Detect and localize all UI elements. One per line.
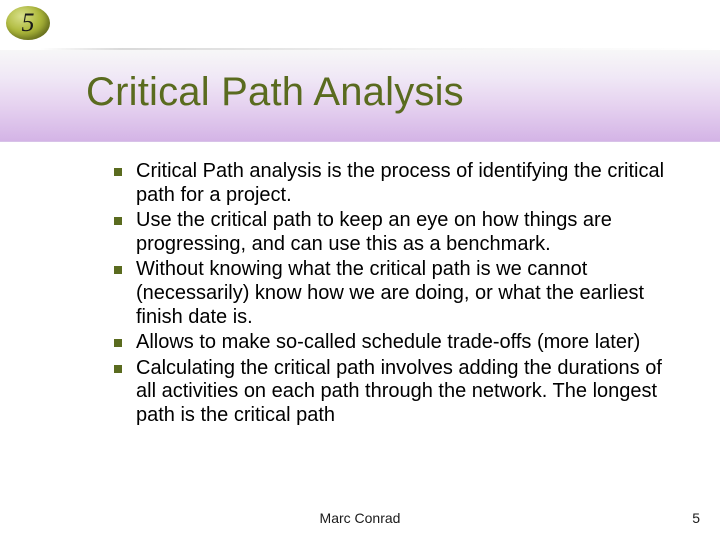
slide-number: 5: [22, 8, 35, 38]
bullet-text: Critical Path analysis is the process of…: [136, 160, 664, 206]
bullet-text: Allows to make so-called schedule trade-…: [136, 331, 640, 353]
list-item: Calculating the critical path involves a…: [110, 357, 684, 428]
footer-page-number: 5: [692, 510, 700, 526]
slide: 5 Critical Path Analysis Critical Path a…: [0, 0, 720, 540]
list-item: Use the critical path to keep an eye on …: [110, 209, 684, 256]
list-item: Allows to make so-called schedule trade-…: [110, 331, 684, 355]
list-item: Without knowing what the critical path i…: [110, 258, 684, 329]
bullet-text: Use the critical path to keep an eye on …: [136, 209, 612, 255]
bullet-text: Calculating the critical path involves a…: [136, 357, 662, 426]
slide-number-badge: 5: [6, 6, 50, 40]
bullet-list: Critical Path analysis is the process of…: [110, 160, 684, 428]
slide-title: Critical Path Analysis: [86, 70, 464, 115]
content-area: Critical Path analysis is the process of…: [110, 160, 684, 430]
list-item: Critical Path analysis is the process of…: [110, 160, 684, 207]
bullet-text: Without knowing what the critical path i…: [136, 258, 644, 327]
footer-author: Marc Conrad: [0, 510, 720, 526]
